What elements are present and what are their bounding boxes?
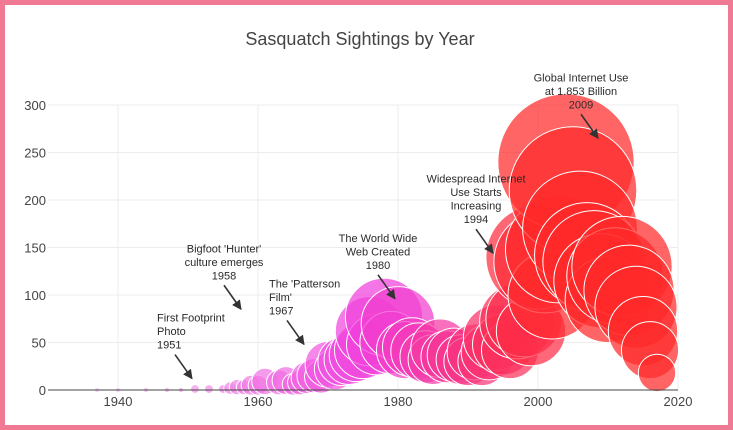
annotation-line: The World Wide	[339, 233, 418, 245]
annotation-line: The 'Patterson	[269, 278, 340, 290]
x-tick-label: 1980	[384, 394, 413, 409]
y-tick-label: 150	[24, 241, 46, 256]
annotation-line: Global Internet Use	[534, 72, 629, 84]
annotation-arrow	[377, 274, 396, 300]
y-axis: 0 50 100 150 200 250 300	[24, 98, 46, 398]
chart-title: Sasquatch Sightings by Year	[245, 29, 474, 49]
annotation-text: Widespread Internet Use Starts Increasing 1…	[426, 174, 525, 227]
bubble-point[interactable]	[190, 384, 200, 394]
annotation-line: at 1.853 Billion	[545, 86, 617, 98]
annotation-line: 1958	[212, 270, 236, 282]
annotation-line: Increasing	[451, 201, 502, 213]
y-tick-label: 200	[24, 193, 46, 208]
annotation-text: Global Internet Use at 1.853 Billion 2009	[534, 72, 629, 111]
y-tick-label: 50	[32, 336, 46, 351]
annotation-arrow	[475, 228, 494, 254]
bubble-point[interactable]	[637, 353, 677, 393]
annotation-text: First Footprint Photo 1951	[157, 313, 225, 352]
y-tick-label: 300	[24, 98, 46, 113]
y-tick-label: 250	[24, 146, 46, 161]
annotation-line: 1967	[269, 305, 293, 317]
annotation-line: Web Created	[346, 246, 411, 258]
bubble-series	[94, 93, 680, 396]
annotation-line: Bigfoot 'Hunter'	[187, 243, 262, 255]
annotation-arrow	[580, 113, 599, 140]
bubble-point[interactable]	[204, 384, 214, 394]
annotation-text: The 'Patterson Film' 1967	[269, 278, 340, 317]
annotation-line: Widespread Internet	[426, 174, 525, 186]
annotation-line: First Footprint	[157, 313, 225, 325]
x-tick-label: 1960	[244, 394, 273, 409]
annotation-line: 2009	[569, 99, 593, 111]
annotation-arrow	[223, 284, 242, 311]
annotation-line: Use Starts	[450, 187, 502, 199]
annotation-line: 1994	[464, 214, 488, 226]
y-tick-label: 0	[39, 383, 46, 398]
annotation-line: Photo	[157, 326, 186, 338]
annotation-line: Film'	[269, 292, 292, 304]
annotation-arrow	[286, 319, 305, 346]
x-tick-label: 2020	[664, 394, 693, 409]
annotations: First Footprint Photo 1951 Bigfoot 'Hunter'…	[157, 72, 629, 380]
x-axis: 1940 1960 1980 2000 2020	[48, 389, 693, 409]
annotation-line: 1980	[366, 260, 390, 272]
x-tick-label: 2000	[524, 394, 553, 409]
annotation-arrow	[174, 354, 193, 380]
annotation-text: The World Wide Web Created 1980	[339, 233, 418, 272]
annotation-line: 1951	[157, 340, 181, 352]
annotation-text: Bigfoot 'Hunter' culture emerges 1958	[185, 243, 264, 282]
x-tick-label: 1940	[104, 394, 133, 409]
y-tick-label: 100	[24, 288, 46, 303]
annotation-line: culture emerges	[185, 257, 264, 269]
